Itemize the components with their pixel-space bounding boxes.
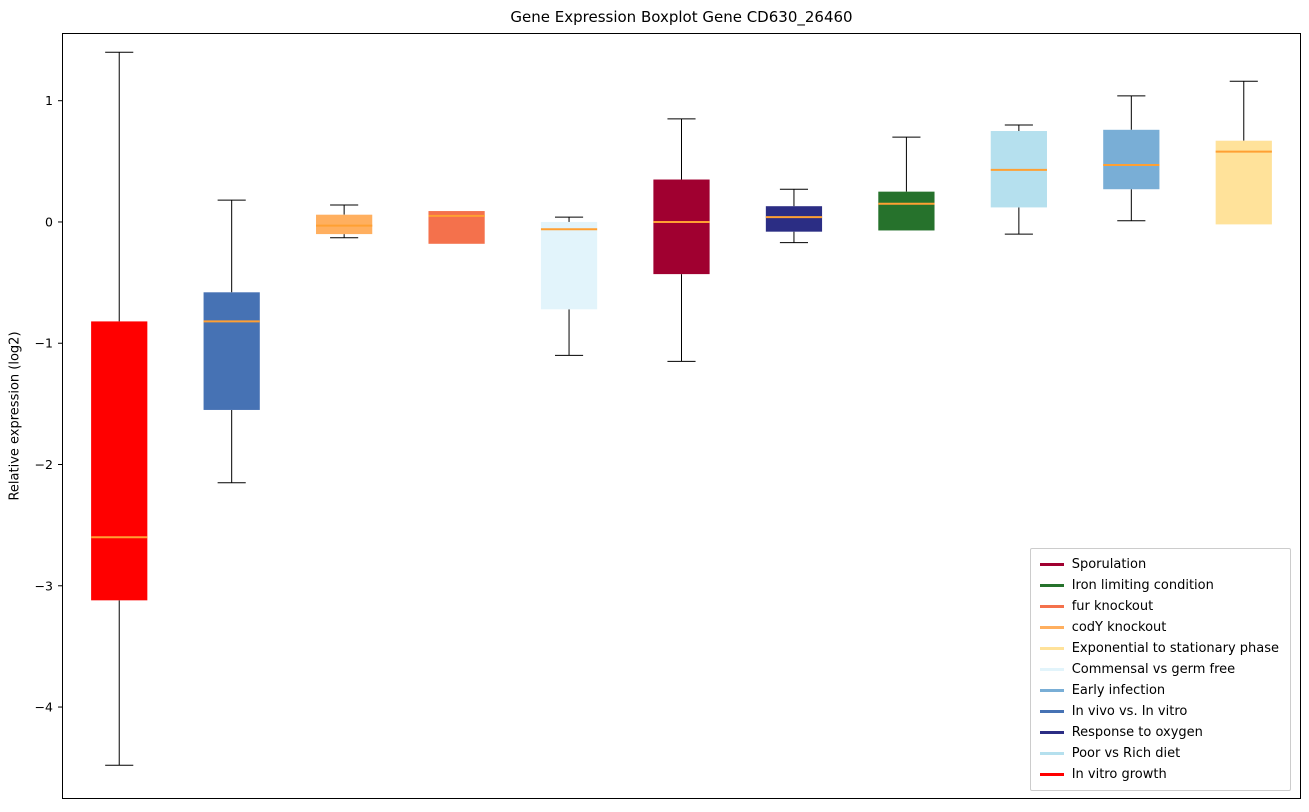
legend-label: Iron limiting condition: [1071, 577, 1214, 593]
legend-item: codY knockout: [1039, 619, 1279, 637]
boxplot-box: [91, 321, 148, 601]
legend-item: fur knockout: [1039, 598, 1279, 616]
legend-label: Early infection: [1071, 682, 1166, 698]
legend-item: In vivo vs. In vitro: [1039, 703, 1279, 721]
y-tick-label: −1: [35, 336, 53, 351]
legend-item: Early infection: [1039, 682, 1279, 700]
legend-label: fur knockout: [1071, 598, 1154, 614]
y-axis-label: Relative expression (log2): [7, 331, 23, 501]
legend-swatch: [1039, 730, 1064, 734]
boxplot-box: [653, 179, 710, 275]
boxplot-canvas: 1 0 −1 −2 −3 −4: [35, 51, 1272, 766]
legend-swatch: [1039, 562, 1064, 566]
y-tick-label: −2: [35, 457, 53, 472]
plot-area: 1 0 −1 −2 −3 −4 Sporulation Iron limiting cond…: [35, 33, 1301, 799]
legend-swatch: [1039, 646, 1064, 650]
legend-label: Poor vs Rich diet: [1071, 745, 1181, 761]
legend-swatch: [1039, 667, 1064, 671]
boxplot-box: [765, 206, 823, 232]
legend-item: In vitro growth: [1039, 766, 1279, 784]
legend-swatch: [1039, 604, 1064, 608]
boxplot-box: [316, 214, 373, 235]
legend-label: Response to oxygen: [1071, 724, 1203, 740]
legend-label: In vitro growth: [1071, 766, 1167, 782]
legend-item: Response to oxygen: [1039, 724, 1279, 742]
boxplot-box: [203, 292, 260, 410]
boxplot-box: [878, 191, 935, 231]
y-tick-label: −3: [35, 578, 53, 593]
chart-title: Gene Expression Boxplot Gene CD630_26460: [510, 8, 853, 26]
boxplot-box: [1103, 129, 1160, 190]
legend-swatch: [1039, 709, 1064, 713]
legend-item: Sporulation: [1039, 556, 1279, 574]
legend-swatch: [1039, 583, 1064, 587]
legend: Sporulation Iron limiting condition fur kn…: [1029, 547, 1291, 791]
legend-item: Poor vs Rich diet: [1039, 745, 1279, 763]
y-tick-label: −4: [35, 700, 53, 715]
legend-swatch: [1039, 751, 1064, 755]
legend-item: Exponential to stationary phase: [1039, 640, 1279, 658]
legend-item: Iron limiting condition: [1039, 577, 1279, 595]
legend-label: codY knockout: [1071, 619, 1167, 635]
legend-label: In vivo vs. In vitro: [1071, 703, 1188, 719]
legend-swatch: [1039, 688, 1064, 692]
boxplot-box: [540, 221, 598, 310]
y-tick-label: 0: [45, 214, 53, 229]
legend-label: Exponential to stationary phase: [1071, 640, 1279, 656]
boxplot-box: [1215, 140, 1272, 225]
legend-swatch: [1039, 625, 1064, 629]
y-tick-label: 1: [45, 93, 53, 108]
legend-label: Commensal vs germ free: [1071, 661, 1236, 677]
legend-item: Commensal vs germ free: [1039, 661, 1279, 679]
legend-label: Sporulation: [1071, 556, 1147, 572]
legend-swatch: [1039, 772, 1064, 776]
